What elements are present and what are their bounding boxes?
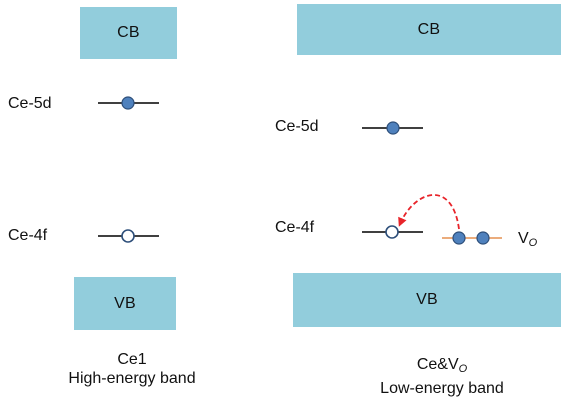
right-valence-band: VB [293, 273, 561, 327]
right-ce4f-label: Ce-4f [275, 219, 315, 236]
right-ce5d-electron [386, 121, 400, 135]
right-conduction-band: CB [297, 4, 561, 55]
vo-label-sub: O [528, 237, 538, 249]
vo-electron-2 [476, 231, 490, 245]
right-ce5d-label: Ce-5d [275, 118, 319, 135]
left-ce5d-label: Ce-5d [8, 95, 52, 112]
left-caption-line1: Ce1 [117, 351, 147, 368]
left-ce4f-hole [121, 229, 135, 243]
left-vb-label: VB [114, 294, 136, 312]
right-cb-label: CB [417, 20, 441, 38]
left-cb-label: CB [117, 24, 140, 41]
right-caption: Ce&VO Low-energy band [377, 355, 507, 398]
left-caption: Ce1 High-energy band [67, 350, 197, 388]
left-valence-band: VB [74, 277, 176, 330]
right-caption-line1: Ce&VO [377, 355, 507, 379]
vo-label-main: V [518, 230, 529, 247]
right-vb-label: VB [416, 291, 438, 308]
left-caption-line2: High-energy band [68, 370, 196, 387]
left-conduction-band: CB [80, 7, 177, 59]
vo-electron-1 [452, 231, 466, 245]
right-caption-sub: O [458, 363, 468, 375]
right-ce4f-hole [385, 225, 399, 239]
right-caption-main: Ce&V [416, 356, 459, 373]
left-ce4f-label: Ce-4f [8, 227, 48, 244]
electron-transfer-arrow [398, 194, 460, 230]
left-ce5d-electron [121, 96, 135, 110]
right-caption-line2: Low-energy band [380, 380, 504, 397]
oxygen-vacancy-label: VO [518, 230, 537, 249]
